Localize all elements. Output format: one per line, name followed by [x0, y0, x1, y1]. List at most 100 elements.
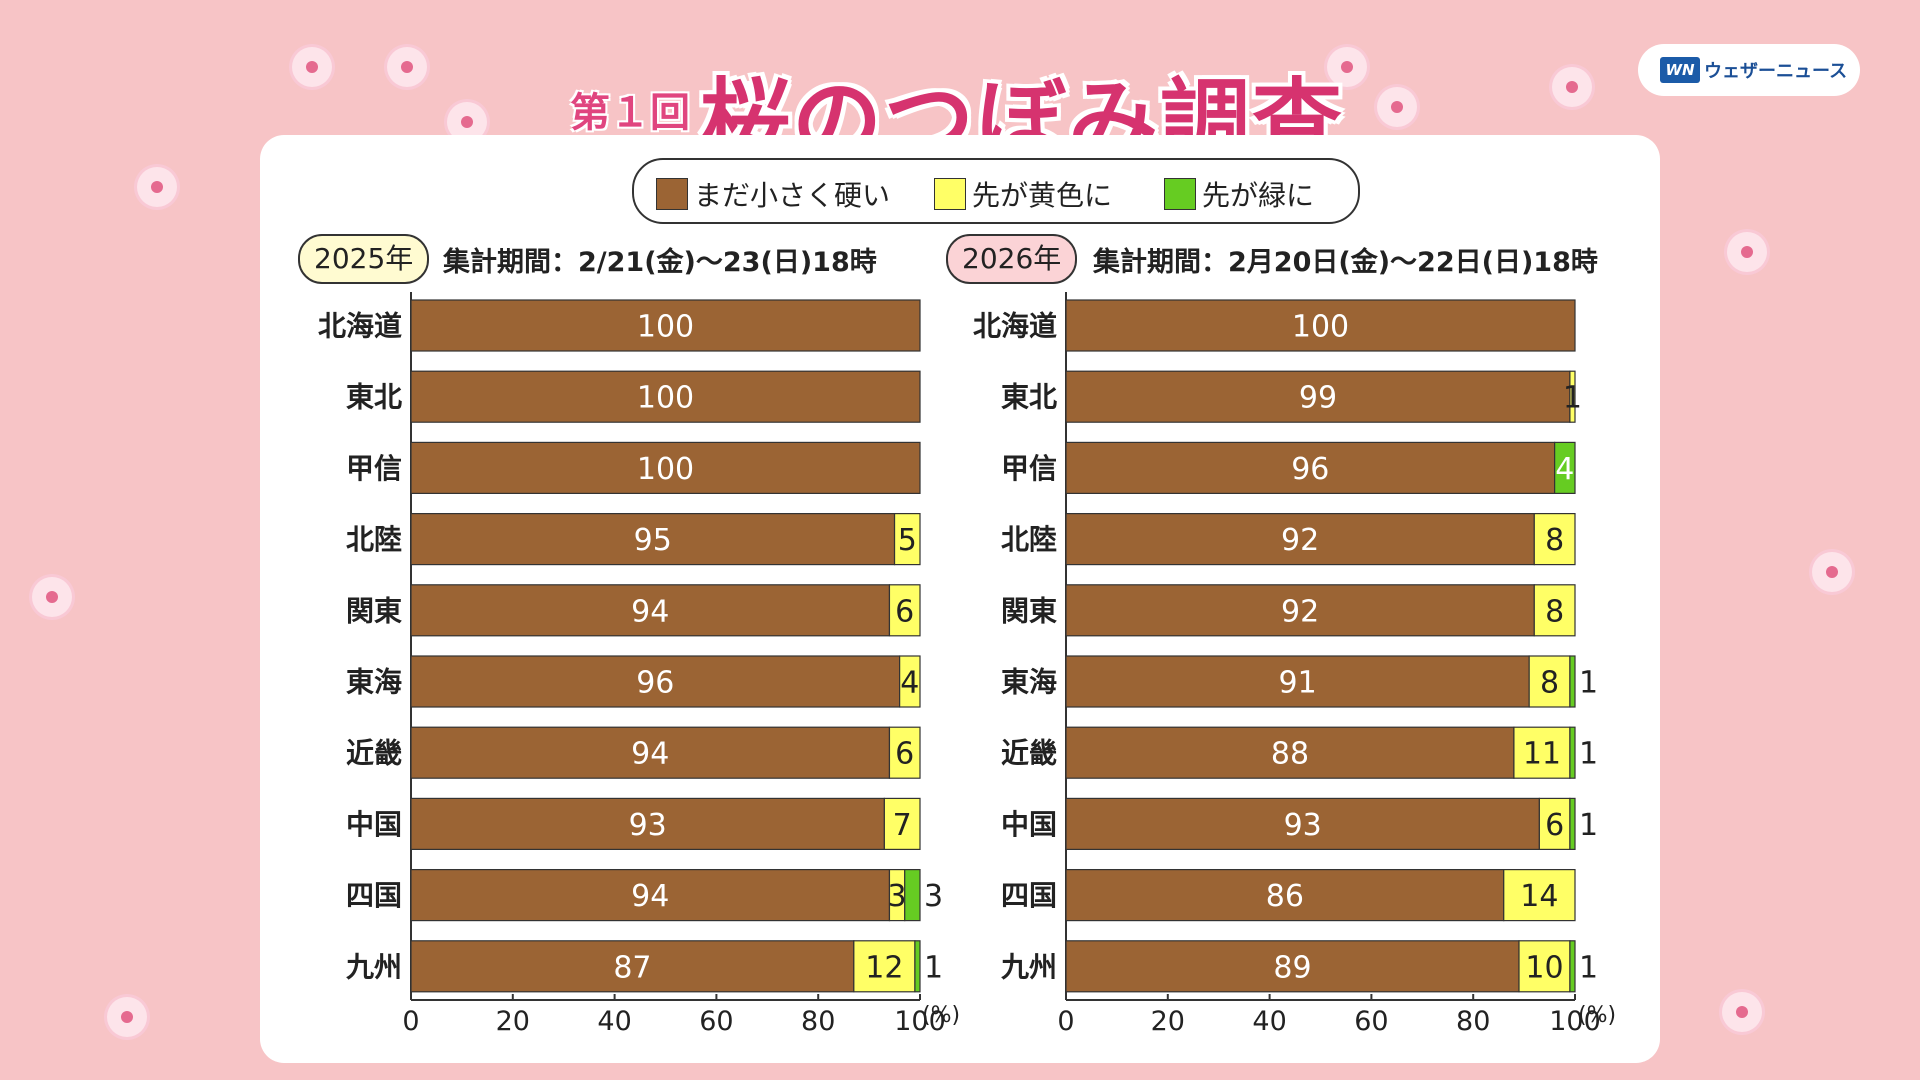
- bar-segment: [410, 441, 921, 494]
- bar-value-label: 99: [1299, 381, 1337, 416]
- cherry-blossom-icon: [380, 40, 440, 100]
- bar-value-label: 86: [1266, 879, 1304, 914]
- bar-segment: [1065, 441, 1556, 494]
- bar-segment: [1065, 726, 1515, 779]
- bar-value-label: 7: [893, 808, 912, 843]
- category-label: 関東: [1001, 594, 1057, 627]
- legend-label: まだ小さく硬い: [694, 179, 891, 212]
- x-tick-label: 40: [597, 1006, 631, 1037]
- bar-segment: [1569, 655, 1576, 708]
- bar-segment: [410, 584, 891, 637]
- bar-value-label: 96: [636, 666, 674, 701]
- title-round: 第１回: [570, 90, 690, 136]
- bar-segment: [1065, 797, 1540, 851]
- legend-swatch: [656, 178, 688, 210]
- bar-segment: [1065, 299, 1576, 352]
- cherry-blossom-icon: [130, 160, 184, 214]
- bar-value-label: 100: [637, 310, 694, 345]
- bar-value-label: 91: [1279, 666, 1317, 701]
- category-label: 中国: [1001, 808, 1057, 841]
- x-tick-label: 20: [496, 1006, 530, 1037]
- category-label: 関東: [346, 594, 402, 627]
- bar-segment: [888, 726, 921, 779]
- bar-value-label: 6: [895, 737, 914, 772]
- cherry-blossom-icon: [1545, 60, 1599, 114]
- cherry-blossom-icon: [1715, 985, 1769, 1039]
- bar-segment: [893, 512, 921, 566]
- bar-value-label: 100: [637, 452, 694, 487]
- bar-value-label: 1: [1579, 737, 1598, 772]
- legend-swatch: [934, 178, 966, 210]
- category-label: 東海: [346, 666, 402, 699]
- cherry-blossom-icon: [25, 570, 79, 624]
- bar-segment: [1518, 940, 1571, 993]
- legend-label: 先が黄色に: [972, 179, 1113, 212]
- bar-segment: [1569, 726, 1576, 779]
- cherry-blossom-icon: [285, 40, 339, 94]
- category-label: 九州: [1001, 950, 1057, 983]
- bar-segment: [914, 940, 921, 993]
- bar-value-label: 92: [1281, 594, 1319, 629]
- bar-value-label: 92: [1281, 523, 1319, 558]
- bar-value-label: 100: [637, 381, 694, 416]
- category-label: 甲信: [1001, 452, 1057, 485]
- period-2025: 集計期間：2/21(金)〜23(日)18時: [443, 247, 877, 278]
- bar-value-label: 6: [895, 594, 914, 629]
- category-label: 北陸: [346, 523, 402, 556]
- bar-value-label: 8: [1545, 594, 1564, 629]
- bar-value-label: 3: [888, 879, 907, 914]
- bar-segment: [1569, 370, 1576, 423]
- category-label: 東海: [1001, 666, 1057, 699]
- category-label: 北海道: [318, 310, 402, 343]
- bar-value-label: 1: [924, 950, 943, 985]
- bar-value-label: 100: [1292, 310, 1349, 345]
- x-tick-label: 0: [1057, 1006, 1074, 1037]
- x-tick-label: 60: [1354, 1006, 1388, 1037]
- bar-value-label: 11: [1523, 737, 1561, 772]
- legend-label: 先が緑に: [1202, 179, 1315, 212]
- category-label: 東北: [346, 381, 402, 414]
- brand-badge: WN ウェザーニュース: [1638, 44, 1860, 96]
- bar-segment: [1065, 512, 1535, 566]
- x-tick-label: 100: [894, 1006, 946, 1037]
- bar-value-label: 8: [1540, 666, 1559, 701]
- x-tick-label: 60: [699, 1006, 733, 1037]
- category-label: 近畿: [346, 737, 402, 770]
- bar-segment: [1533, 512, 1576, 566]
- bar-segment: [1533, 584, 1576, 637]
- bar-value-label: 87: [613, 950, 651, 985]
- legend-swatch: [1164, 178, 1196, 210]
- bar-value-label: 95: [634, 523, 672, 558]
- bar-segment: [410, 940, 855, 993]
- bar-segment: [1538, 797, 1571, 851]
- bar-value-label: 94: [631, 594, 669, 629]
- bar-value-label: 88: [1271, 737, 1309, 772]
- bar-segment: [888, 584, 921, 637]
- bar-value-label: 10: [1525, 950, 1563, 985]
- cherry-blossom-icon: [1370, 80, 1424, 134]
- cherry-blossom-icon: [1320, 40, 1374, 94]
- cherry-blossom-icon: [100, 990, 154, 1044]
- bar-segment: [899, 655, 921, 708]
- bar-value-label: 6: [1545, 808, 1564, 843]
- x-tick-label: 20: [1151, 1006, 1185, 1037]
- bar-segment: [1503, 868, 1576, 922]
- bar-value-label: 8: [1545, 523, 1564, 558]
- bar-segment: [1065, 584, 1535, 637]
- category-label: 北海道: [973, 310, 1057, 343]
- bar-value-label: 4: [1555, 452, 1574, 487]
- category-label: 九州: [346, 950, 402, 983]
- bar-segment: [1065, 868, 1505, 922]
- category-label: 中国: [346, 808, 402, 841]
- x-tick-label: 100: [1549, 1006, 1601, 1037]
- bar-segment: [904, 868, 921, 922]
- bar-segment: [410, 299, 921, 352]
- category-label: 甲信: [346, 452, 402, 485]
- bar-value-label: 12: [865, 950, 903, 985]
- period-2026: 集計期間：2月20日(金)〜22日(日)18時: [1093, 247, 1598, 278]
- x-tick-label: 80: [801, 1006, 835, 1037]
- cherry-blossom-icon: [1805, 545, 1859, 599]
- category-label: 四国: [1001, 879, 1057, 912]
- bar-value-label: 14: [1520, 879, 1558, 914]
- bar-value-label: 93: [1284, 808, 1322, 843]
